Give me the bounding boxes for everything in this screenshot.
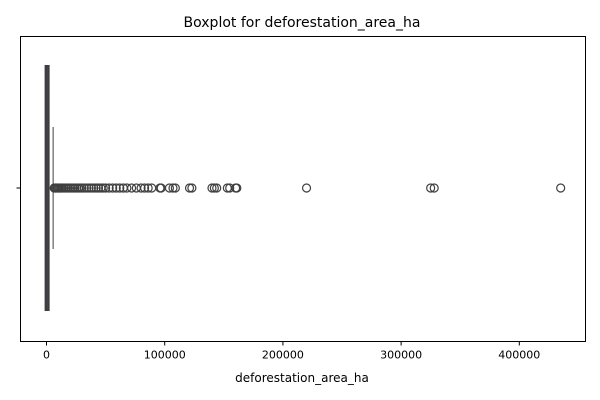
chart-title: Boxplot for deforestation_area_ha (184, 15, 421, 31)
outlier-point (111, 183, 121, 193)
outlier-point (212, 183, 222, 193)
outlier-point (77, 183, 87, 193)
outlier-point (79, 183, 89, 193)
outlier-point (301, 183, 312, 193)
outlier-point (556, 183, 566, 193)
outlier-point (225, 183, 235, 193)
outlier-point (86, 183, 97, 193)
boxplot-plot (44, 65, 566, 311)
outlier-point (429, 183, 439, 193)
outlier-point (209, 183, 219, 193)
outlier-point (140, 183, 150, 193)
plot-area-frame (20, 36, 586, 342)
x-tick-label: 0 (43, 349, 50, 362)
outlier-point (82, 183, 92, 193)
outlier-point (104, 183, 114, 193)
outlier-point (89, 183, 99, 193)
outlier-point (136, 183, 146, 193)
outlier-point (232, 183, 242, 193)
outlier-point (131, 183, 141, 193)
outlier-point (170, 183, 180, 193)
x-axis: 0 100000 200000 300000 400000 (43, 341, 540, 362)
outlier-point (98, 183, 108, 193)
outlier-point (184, 183, 195, 193)
x-axis-label: deforestation_area_ha (235, 371, 369, 385)
outlier-point (101, 183, 111, 193)
outlier-point (84, 183, 94, 193)
x-tick-label: 300000 (380, 349, 422, 362)
outlier-point (187, 183, 197, 193)
x-tick-label: 400000 (498, 349, 540, 362)
x-tick-label: 200000 (262, 349, 304, 362)
outlier-point (108, 183, 118, 193)
outlier-point (91, 183, 101, 193)
outlier-point (207, 183, 217, 193)
outlier-point (127, 183, 137, 193)
outlier-point (93, 183, 104, 193)
x-tick-label: 100000 (144, 349, 186, 362)
outlier-point (168, 183, 178, 193)
outlier-point (143, 183, 153, 193)
outlier-point (115, 183, 125, 193)
outlier-point (122, 183, 132, 193)
outlier-point (164, 183, 175, 193)
outlier-point (426, 183, 436, 193)
